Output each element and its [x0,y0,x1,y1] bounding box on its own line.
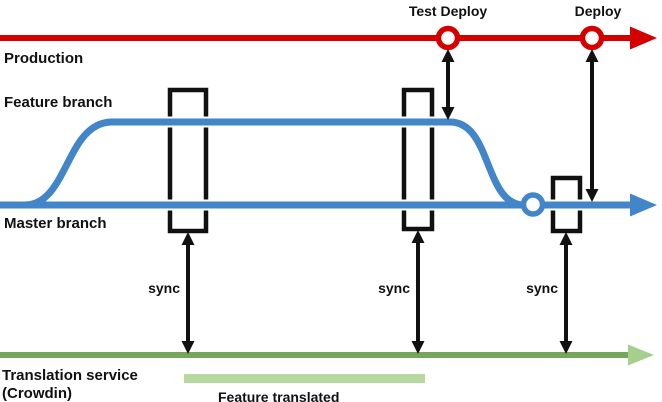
feature-branch-line [24,118,525,209]
deploy-arrow [585,49,599,202]
sync-label-1: sync [148,280,180,296]
translation-arrowhead-icon [628,344,654,366]
feature-branch-halo [24,116,525,211]
merge-node [520,192,546,217]
sync-label-3: sync [526,280,558,296]
translation-service-label-line2: (Crowdin) [2,385,72,402]
pipeline-box-1 [167,87,209,234]
translation-service-label-line1: Translation service [2,367,138,384]
pipeline-box-2 [401,87,435,232]
deploy-node [579,25,605,51]
translation-period-label: Feature translated [218,389,339,402]
sync-arrow-1 [181,232,195,354]
test-deploy-node [435,25,461,51]
production-label: Production [4,50,83,67]
feature-branch-label: Feature branch [4,94,112,111]
test-deploy-arrow [441,49,455,120]
deploy-label: Deploy [575,3,622,19]
master-branch-label: Master branch [4,215,107,232]
master-arrowhead-icon [630,193,657,217]
test-deploy-label: Test Deploy [409,3,488,19]
production-arrowhead-icon [630,26,657,50]
translation-period-bar [184,374,425,383]
sync-arrow-2 [411,230,425,354]
sync-arrow-3 [559,232,573,354]
sync-label-2: sync [378,280,410,296]
